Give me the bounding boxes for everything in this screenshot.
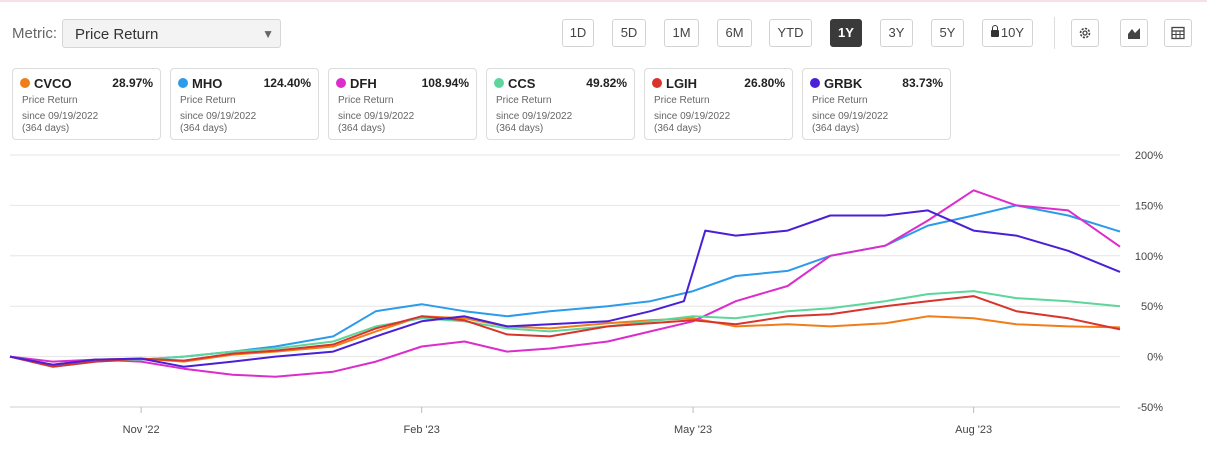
series-line-ccs	[9, 290, 1121, 366]
period-label: 10Y	[1000, 25, 1025, 40]
x-tick-label: May '23	[674, 424, 712, 436]
period-button-ytd[interactable]: YTD	[769, 19, 812, 47]
ticker-return: 28.97%	[112, 76, 153, 90]
chart-type-button[interactable]	[1120, 19, 1148, 47]
period-button-1y[interactable]: 1Y	[830, 19, 862, 47]
ticker-metric: Price Return	[338, 95, 394, 106]
metric-label: Metric:	[12, 25, 57, 42]
ticker-since: since 09/19/2022	[338, 111, 415, 122]
toolbar-divider	[1054, 17, 1055, 49]
period-button-1d[interactable]: 1D	[562, 19, 594, 47]
period-label: 1Y	[838, 25, 854, 40]
ticker-card-dfh[interactable]: DFH 108.94% Price Return since 09/19/2022 (3…	[328, 68, 477, 140]
metric-select[interactable]: Price Return ▼	[62, 19, 281, 48]
series-color-dot	[336, 78, 346, 88]
ticker-card-lgih[interactable]: LGIH 26.80% Price Return since 09/19/2022 (3…	[644, 68, 793, 140]
ticker-metric: Price Return	[496, 95, 552, 106]
period-label: 3Y	[888, 25, 905, 40]
x-tick-label: Feb '23	[403, 424, 439, 436]
series-color-dot	[652, 78, 662, 88]
ticker-card-mho[interactable]: MHO 124.40% Price Return since 09/19/2022 (3…	[170, 68, 319, 140]
y-tick-label: 200%	[1135, 150, 1163, 162]
ticker-since: since 09/19/2022	[496, 111, 573, 122]
ticker-return: 49.82%	[586, 76, 627, 90]
period-label: 5D	[620, 25, 638, 40]
series-line-lgih	[9, 295, 1121, 368]
period-label: 1D	[569, 25, 587, 40]
ticker-days: (364 days)	[180, 123, 228, 134]
period-button-5d[interactable]: 5D	[612, 19, 646, 47]
ticker-days: (364 days)	[812, 123, 860, 134]
y-tick-label: 50%	[1141, 301, 1163, 313]
period-label: 6M	[725, 25, 744, 40]
period-label: 5Y	[939, 25, 956, 40]
table-icon	[1171, 26, 1185, 40]
ticker-since: since 09/19/2022	[180, 111, 257, 122]
price-return-chart: -50% 0% 50% 100% 150% 200% Nov '22 Feb '23 May '…	[9, 150, 1163, 436]
period-button-1m[interactable]: 1M	[664, 19, 699, 47]
ticker-metric: Price Return	[812, 95, 868, 106]
table-view-button[interactable]	[1164, 19, 1192, 47]
ticker-card-grbk[interactable]: GRBK 83.73% Price Return since 09/19/2022 (3…	[802, 68, 951, 140]
period-button-6m[interactable]: 6M	[717, 19, 752, 47]
gear-icon	[1079, 27, 1091, 39]
period-label: 1M	[672, 25, 691, 40]
ticker-return: 108.94%	[421, 76, 469, 90]
ticker-return: 26.80%	[744, 76, 785, 90]
series-line-dfh	[9, 189, 1121, 378]
x-tick-label: Nov '22	[123, 424, 160, 436]
series-color-dot	[20, 78, 30, 88]
period-button-3y[interactable]: 3Y	[880, 19, 913, 47]
series-line-mho	[9, 204, 1121, 368]
metric-select-value: Price Return	[75, 26, 159, 43]
ticker-return: 124.40%	[263, 76, 311, 90]
ticker-since: since 09/19/2022	[654, 111, 731, 122]
series-color-dot	[178, 78, 188, 88]
y-tick-label: 0%	[1147, 352, 1163, 364]
ticker-return: 83.73%	[902, 76, 943, 90]
ticker-metric: Price Return	[22, 95, 78, 106]
period-button-5y[interactable]: 5Y	[931, 19, 964, 47]
series-color-dot	[810, 78, 820, 88]
ticker-symbol[interactable]: CCS	[508, 76, 536, 91]
y-tick-label: 150%	[1135, 200, 1163, 212]
ticker-symbol[interactable]: LGIH	[666, 76, 698, 91]
y-tick-label: -50%	[1137, 402, 1163, 414]
ticker-days: (364 days)	[338, 123, 386, 134]
ticker-symbol[interactable]: GRBK	[824, 76, 863, 91]
ticker-symbol[interactable]: CVCO	[34, 76, 72, 91]
series-color-dot	[494, 78, 504, 88]
ticker-symbol[interactable]: MHO	[192, 76, 223, 91]
ticker-metric: Price Return	[654, 95, 710, 106]
ticker-days: (364 days)	[22, 123, 70, 134]
ticker-days: (364 days)	[654, 123, 702, 134]
settings-button[interactable]	[1071, 19, 1099, 47]
top-border	[0, 0, 1207, 2]
ticker-card-ccs[interactable]: CCS 49.82% Price Return since 09/19/2022 (36…	[486, 68, 635, 140]
ticker-since: since 09/19/2022	[22, 111, 99, 122]
period-button-10y[interactable]: 10Y	[982, 19, 1033, 47]
y-tick-label: 100%	[1135, 251, 1163, 263]
ticker-symbol[interactable]: DFH	[350, 76, 377, 91]
period-label: YTD	[777, 25, 804, 40]
x-tick-label: Aug '23	[955, 424, 992, 436]
series-line-grbk	[9, 209, 1121, 368]
ticker-days: (364 days)	[496, 123, 544, 134]
lock-icon	[990, 25, 999, 37]
chevron-down-icon: ▼	[262, 27, 274, 41]
ticker-card-cvco[interactable]: CVCO 28.97% Price Return since 09/19/2022 (3…	[12, 68, 161, 140]
chart-type-icon	[1128, 28, 1140, 39]
ticker-metric: Price Return	[180, 95, 236, 106]
ticker-since: since 09/19/2022	[812, 111, 889, 122]
